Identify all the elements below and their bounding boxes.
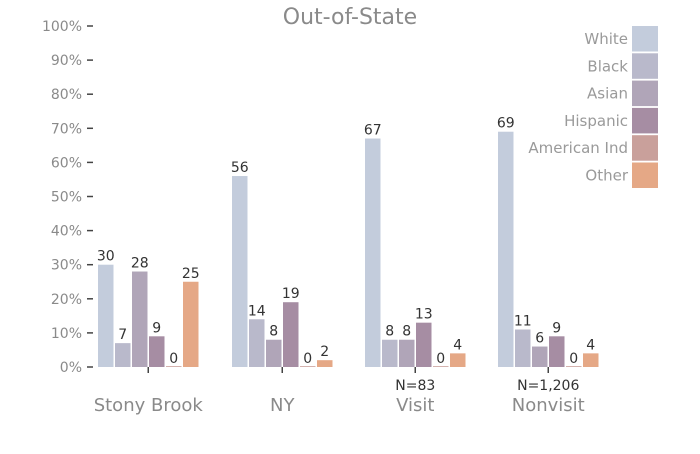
category-note: N=1,206 [517, 378, 579, 394]
legend-swatch [632, 107, 658, 134]
legend-swatch [632, 162, 658, 188]
data-label: 9 [152, 320, 161, 336]
bar [549, 336, 565, 367]
data-label: 56 [231, 160, 249, 176]
x-tick-label: Visit [396, 395, 434, 416]
bar [515, 329, 531, 367]
y-tick-label: 80% [51, 87, 82, 103]
x-tick-label: Nonvisit [512, 395, 585, 416]
y-tick-label: 50% [51, 190, 82, 206]
bar [98, 264, 114, 367]
data-label: 0 [303, 351, 312, 367]
data-label: 69 [497, 116, 515, 132]
data-label: 8 [402, 324, 411, 340]
y-tick-label: 40% [51, 224, 82, 240]
bar [382, 339, 398, 367]
legend-label: American Ind [528, 139, 628, 157]
data-label: 8 [385, 324, 394, 340]
bar [266, 339, 282, 367]
legend-label: White [584, 30, 628, 48]
bar [399, 339, 415, 367]
legend: White Black Asian Hispanic American Ind Other [528, 26, 658, 188]
y-tick-label: 0% [60, 360, 82, 376]
y-tick-label: 60% [51, 155, 82, 171]
bar [149, 336, 165, 367]
bar [317, 360, 333, 367]
legend-swatch [632, 80, 658, 107]
bars [98, 131, 599, 367]
bar [115, 343, 131, 367]
bar [433, 366, 449, 367]
data-label: 0 [569, 351, 578, 367]
data-label: 0 [169, 351, 178, 367]
legend-swatch [632, 26, 658, 52]
data-label: 30 [97, 249, 115, 265]
data-label: 9 [552, 320, 561, 336]
legend-label: Other [585, 167, 628, 185]
data-label: 0 [436, 351, 445, 367]
legend-swatch [632, 135, 658, 161]
bar [283, 302, 299, 367]
data-label: 4 [453, 337, 462, 353]
data-label: 13 [415, 307, 433, 323]
bar [166, 366, 182, 367]
y-tick-label: 70% [51, 121, 82, 137]
data-label: 67 [364, 123, 382, 139]
bar [365, 138, 381, 367]
y-tick-label: 20% [51, 292, 82, 308]
y-tick-label: 90% [51, 53, 82, 69]
data-label: 11 [514, 313, 532, 329]
bar [498, 131, 514, 367]
bar [232, 176, 248, 367]
data-label: 8 [269, 324, 278, 340]
data-label: 6 [535, 331, 544, 347]
x-tick-label: NY [270, 395, 295, 416]
bar [183, 281, 199, 367]
legend-label: Hispanic [564, 112, 628, 130]
bar [583, 353, 599, 367]
y-axis: 0% 10% 20% 30% 40% 50% 60% 70% 80% 90% 100% [42, 19, 93, 376]
bar [249, 319, 265, 367]
x-tick-label: Stony Brook [94, 395, 204, 416]
bar [416, 322, 432, 367]
data-label: 2 [320, 344, 329, 360]
legend-label: Black [587, 57, 628, 75]
data-label: 7 [118, 327, 127, 343]
y-tick-label: 100% [42, 19, 82, 35]
data-label: 25 [182, 266, 200, 282]
y-tick-label: 30% [51, 258, 82, 274]
data-label: 28 [131, 256, 149, 272]
y-tick-label: 10% [51, 326, 82, 342]
bar [566, 366, 582, 367]
data-label: 19 [282, 286, 300, 302]
legend-label: Asian [587, 85, 628, 103]
bar [450, 353, 466, 367]
bar [132, 271, 148, 367]
category-note: N=83 [395, 378, 435, 394]
legend-swatch [632, 53, 658, 79]
bar [300, 366, 316, 367]
data-label: 4 [586, 337, 595, 353]
data-label: 14 [248, 303, 266, 319]
bar [532, 346, 548, 367]
chart-title: Out-of-State [283, 5, 417, 30]
